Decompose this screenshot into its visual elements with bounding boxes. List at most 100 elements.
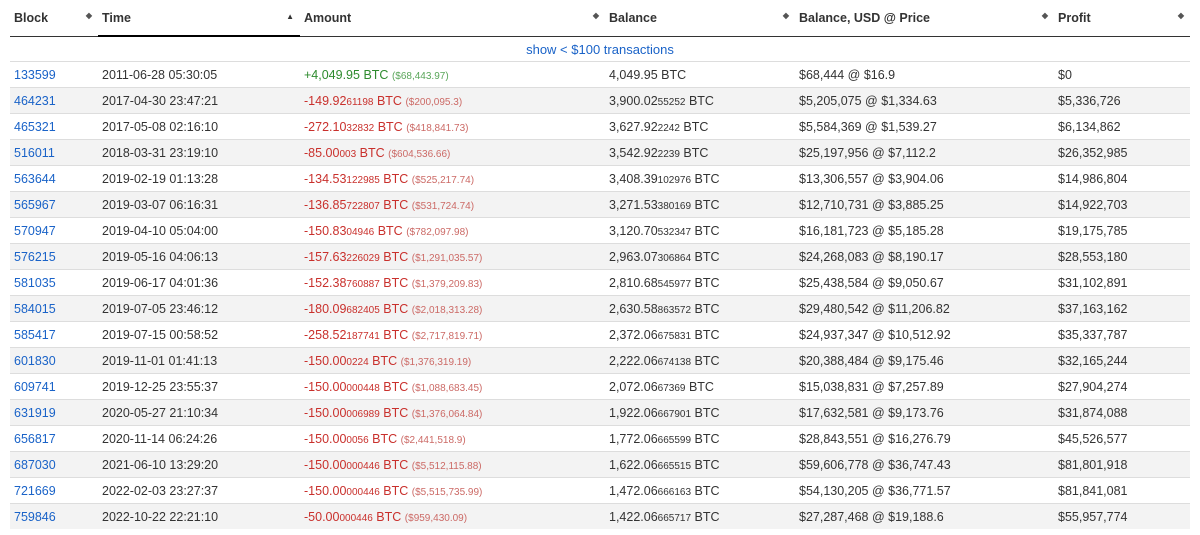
table-row: 584015 2019-07-05 23:46:12 -180.09682405 B… xyxy=(10,295,1190,322)
block-link[interactable]: 133599 xyxy=(14,67,56,82)
balance-main: 2,810.68 xyxy=(609,275,658,290)
header-usd[interactable]: Balance, USD @ Price ◆ xyxy=(795,0,1054,37)
profit-cell: $55,957,774 xyxy=(1054,503,1190,529)
profit-cell: $37,163,162 xyxy=(1054,295,1190,322)
table-row: 687030 2021-06-10 13:29:20 -150.00000446 B… xyxy=(10,451,1190,478)
amount-unit: BTC xyxy=(373,93,402,108)
block-cell: 565967 xyxy=(10,191,98,218)
amount-small-digits: 003 xyxy=(339,148,357,160)
header-time[interactable]: Time ▲ xyxy=(98,0,300,37)
amount-unit: BTC xyxy=(379,327,409,342)
block-link[interactable]: 581035 xyxy=(14,275,56,290)
header-amount-label: Amount xyxy=(304,10,352,25)
balance-cell: 2,372.06675831 BTC xyxy=(605,321,795,348)
block-link[interactable]: 656817 xyxy=(14,431,56,446)
amount-main: -150.00 xyxy=(304,405,347,420)
balance-main: 2,630.58 xyxy=(609,301,658,316)
table-row: 563644 2019-02-19 01:13:28 -134.53122985 B… xyxy=(10,165,1190,192)
usd-price-cell: $68,444 @ $16.9 xyxy=(795,61,1054,88)
balance-main: 3,120.70 xyxy=(609,223,658,238)
usd-price-cell: $29,480,542 @ $11,206.82 xyxy=(795,295,1054,322)
table-row: 609741 2019-12-25 23:55:37 -150.00000448 B… xyxy=(10,373,1190,400)
amount-unit: BTC xyxy=(379,197,409,212)
block-link[interactable]: 609741 xyxy=(14,379,56,394)
balance-main: 2,072.06 xyxy=(609,379,658,394)
block-cell: 584015 xyxy=(10,295,98,322)
amount-small-digits: 722807 xyxy=(346,200,380,212)
profit-cell: $31,874,088 xyxy=(1054,399,1190,426)
usd-price-cell: $59,606,778 @ $36,747.43 xyxy=(795,451,1054,478)
balance-unit: BTC xyxy=(691,275,720,290)
time-cell: 2019-11-01 01:41:13 xyxy=(98,347,300,374)
block-link[interactable]: 516011 xyxy=(14,145,55,160)
sort-both-icon: ◆ xyxy=(1177,11,1184,20)
usd-price-cell: $17,632,581 @ $9,173.76 xyxy=(795,399,1054,426)
balance-main: 3,542.92 xyxy=(609,145,658,160)
time-cell: 2019-12-25 23:55:37 xyxy=(98,373,300,400)
block-link[interactable]: 584015 xyxy=(14,301,56,316)
profit-cell: $26,352,985 xyxy=(1054,139,1190,166)
amount-usd: ($5,512,115.88) xyxy=(411,460,482,472)
block-cell: 631919 xyxy=(10,399,98,426)
amount-small-digits: 226029 xyxy=(346,252,380,264)
block-link[interactable]: 585417 xyxy=(14,327,56,342)
usd-price-cell: $27,287,468 @ $19,188.6 xyxy=(795,503,1054,529)
balance-main: 3,900.02 xyxy=(609,93,658,108)
amount-small-digits: 187741 xyxy=(346,330,380,342)
table-row: 601830 2019-11-01 01:41:13 -150.000224 BTC… xyxy=(10,347,1190,374)
block-link[interactable]: 570947 xyxy=(14,223,56,238)
header-profit[interactable]: Profit ◆ xyxy=(1054,0,1190,37)
amount-main: -136.85 xyxy=(304,197,347,212)
block-link[interactable]: 759846 xyxy=(14,509,56,524)
block-link[interactable]: 687030 xyxy=(14,457,56,472)
amount-unit: BTC xyxy=(372,509,402,524)
amount-main: -152.38 xyxy=(304,275,347,290)
balance-cell: 2,963.07306864 BTC xyxy=(605,243,795,270)
header-block[interactable]: Block ◆ xyxy=(10,0,98,37)
block-link[interactable]: 464231 xyxy=(14,93,56,108)
table-row: 576215 2019-05-16 04:06:13 -157.63226029 B… xyxy=(10,243,1190,270)
amount-main: -50.00 xyxy=(304,509,340,524)
profit-cell: $19,175,785 xyxy=(1054,217,1190,244)
amount-main: -258.52 xyxy=(304,327,347,342)
balance-unit: BTC xyxy=(685,379,714,394)
block-link[interactable]: 465321 xyxy=(14,119,56,134)
table-row: 465321 2017-05-08 02:16:10 -272.1032832 BT… xyxy=(10,113,1190,140)
balance-unit: BTC xyxy=(691,457,720,472)
block-link[interactable]: 563644 xyxy=(14,171,56,186)
balance-small-digits: 863572 xyxy=(657,304,692,316)
block-link[interactable]: 565967 xyxy=(14,197,56,212)
usd-price-cell: $13,306,557 @ $3,904.06 xyxy=(795,165,1054,192)
amount-unit: BTC xyxy=(379,483,409,498)
sort-both-icon: ◆ xyxy=(782,11,789,20)
balance-main: 4,049.95 xyxy=(609,67,658,82)
show-small-transactions-link[interactable]: show < $100 transactions xyxy=(526,41,674,57)
balance-unit: BTC xyxy=(691,301,720,316)
header-amount[interactable]: Amount ◆ xyxy=(300,0,605,37)
header-balance[interactable]: Balance ◆ xyxy=(605,0,795,37)
amount-usd: ($2,018,313.28) xyxy=(411,304,483,316)
toggle-row: show < $100 transactions xyxy=(10,36,1190,62)
block-link[interactable]: 576215 xyxy=(14,249,56,264)
block-link[interactable]: 631919 xyxy=(14,405,56,420)
table-row: 516011 2018-03-31 23:19:10 -85.00003 BTC (… xyxy=(10,139,1190,166)
balance-unit: BTC xyxy=(679,145,709,160)
amount-usd: ($2,717,819.71) xyxy=(411,330,483,342)
time-cell: 2019-07-05 23:46:12 xyxy=(98,295,300,322)
block-link[interactable]: 601830 xyxy=(14,353,56,368)
block-link[interactable]: 721669 xyxy=(14,483,56,498)
balance-unit: BTC xyxy=(691,327,720,342)
sort-both-icon: ◆ xyxy=(592,11,599,20)
profit-cell: $28,553,180 xyxy=(1054,243,1190,270)
balance-unit: BTC xyxy=(691,171,720,186)
balance-main: 2,372.06 xyxy=(609,327,658,342)
amount-cell: -157.63226029 BTC ($1,291,035.57) xyxy=(300,243,605,270)
balance-small-digits: 674138 xyxy=(657,356,692,368)
balance-small-digits: 666163 xyxy=(657,486,692,498)
time-cell: 2017-04-30 23:47:21 xyxy=(98,87,300,114)
balance-main: 3,408.39 xyxy=(609,171,658,186)
balance-small-digits: 675831 xyxy=(657,330,692,342)
balance-main: 1,472.06 xyxy=(609,483,658,498)
header-row: Block ◆ Time ▲ Amount ◆ Balance ◆ Balance, U… xyxy=(10,0,1190,37)
amount-unit: BTC xyxy=(379,275,409,290)
